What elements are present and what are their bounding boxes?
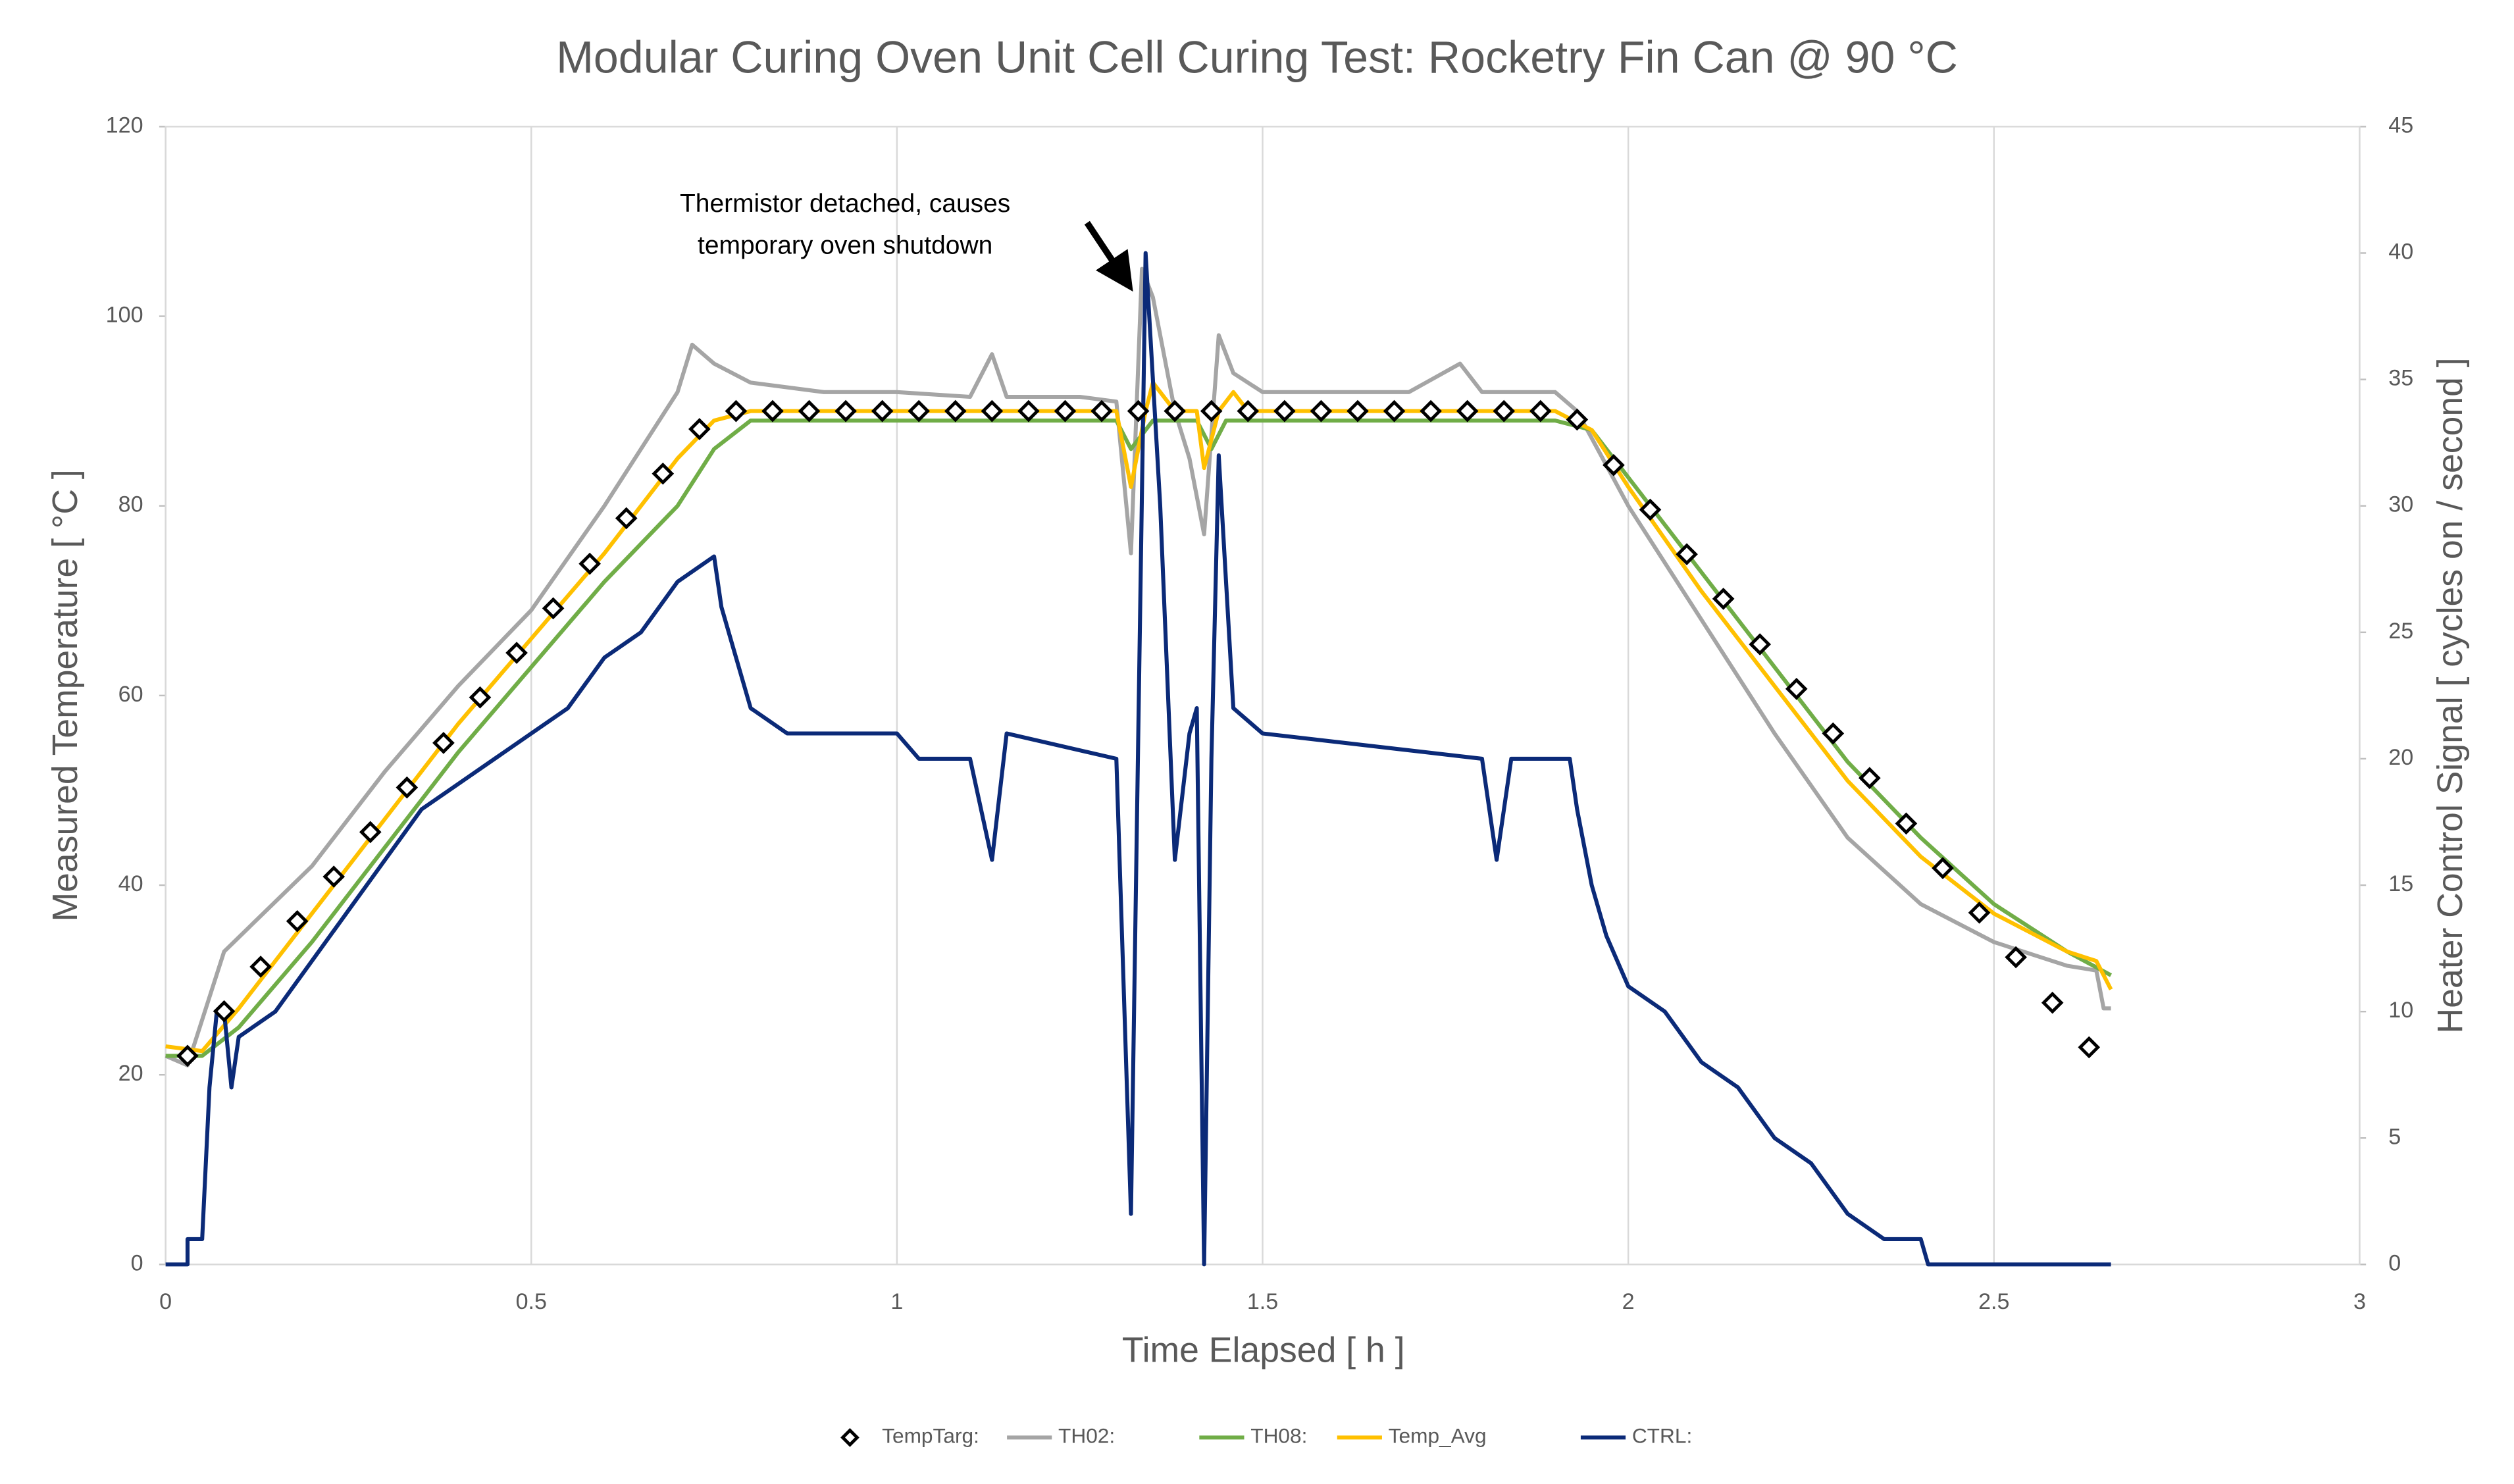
data-marker <box>432 732 455 754</box>
x-tick-label: 0.5 <box>516 1289 547 1314</box>
data-marker <box>798 399 821 422</box>
data-marker <box>615 507 638 530</box>
y2-axis-title: Heater Control Signal [ cycles on / seco… <box>2431 357 2470 1033</box>
data-marker <box>725 399 748 422</box>
data-marker <box>1749 633 1772 655</box>
data-marker <box>1127 399 1150 422</box>
y2-tick-label: 45 <box>2388 113 2413 138</box>
data-marker <box>1676 543 1698 566</box>
data-marker <box>1822 722 1845 745</box>
data-marker <box>542 597 565 620</box>
data-marker <box>1493 399 1516 422</box>
x-tick-label: 1.5 <box>1247 1289 1278 1314</box>
annotation-arrow <box>1084 220 1133 292</box>
annotation: temporary oven shutdown <box>698 231 992 259</box>
data-marker <box>469 686 492 709</box>
y2-tick-label: 35 <box>2388 366 2413 391</box>
data-marker <box>505 642 528 664</box>
data-marker <box>2078 1036 2101 1059</box>
y-tick-label: 80 <box>118 492 143 517</box>
data-marker <box>1383 399 1406 422</box>
data-marker <box>981 399 1004 422</box>
data-marker <box>1968 901 1991 924</box>
x-axis-title: Time Elapsed [ h ] <box>1122 1331 1405 1369</box>
data-marker <box>1932 857 1954 879</box>
data-marker <box>1164 399 1187 422</box>
data-marker <box>249 956 272 978</box>
legend-label: TH08: <box>1250 1424 1307 1448</box>
data-marker <box>1200 399 1223 422</box>
data-marker <box>359 821 382 844</box>
data-marker <box>761 399 784 422</box>
data-marker <box>1420 399 1442 422</box>
data-marker <box>1529 399 1552 422</box>
data-marker <box>2005 946 2027 969</box>
data-marker <box>1054 399 1077 422</box>
y-tick-label: 120 <box>106 113 143 138</box>
data-marker <box>1273 399 1296 422</box>
data-marker <box>908 399 931 422</box>
y-tick-label: 60 <box>118 682 143 707</box>
y2-tick-label: 15 <box>2388 871 2413 896</box>
data-marker <box>1237 399 1260 422</box>
data-marker <box>578 552 601 575</box>
y2-tick-label: 30 <box>2388 492 2413 517</box>
x-tick-label: 2 <box>1622 1289 1635 1314</box>
x-tick-label: 3 <box>2353 1289 2366 1314</box>
data-marker <box>871 399 894 422</box>
annotation: Thermistor detached, causes <box>680 190 1010 218</box>
y2-tick-label: 40 <box>2388 239 2413 264</box>
data-marker <box>2041 991 2064 1014</box>
data-marker <box>1017 399 1040 422</box>
x-tick-label: 2.5 <box>1978 1289 2009 1314</box>
legend-label: Temp_Avg <box>1389 1424 1487 1448</box>
y2-tick-label: 5 <box>2388 1124 2401 1149</box>
data-marker <box>1712 588 1735 610</box>
plot-border <box>165 126 2361 1266</box>
data-marker <box>1859 767 1881 790</box>
y2-tick-label: 0 <box>2388 1250 2401 1275</box>
y2-tick-label: 20 <box>2388 745 2413 770</box>
data-marker <box>688 418 711 440</box>
data-marker <box>1456 399 1479 422</box>
data-marker <box>834 399 857 422</box>
data-marker <box>1895 812 1918 835</box>
data-marker <box>1639 498 1662 521</box>
legend-label: CTRL: <box>1632 1424 1692 1448</box>
series-line <box>165 267 2111 1067</box>
data-marker <box>322 865 346 888</box>
y-tick-label: 0 <box>131 1250 143 1275</box>
series-line <box>165 251 2111 1267</box>
data-marker <box>1566 408 1589 431</box>
data-marker <box>652 462 675 485</box>
data-marker <box>1310 399 1333 422</box>
y-axis-title: Measured Temperature [ °C ] <box>46 469 85 921</box>
data-marker <box>213 1000 236 1023</box>
data-marker <box>396 776 419 799</box>
y-tick-label: 40 <box>118 871 143 896</box>
data-marker <box>1603 453 1625 476</box>
data-marker <box>1347 399 1369 422</box>
chart-title: Modular Curing Oven Unit Cell Curing Tes… <box>556 33 1958 83</box>
y-tick-label: 100 <box>106 303 143 328</box>
data-marker <box>944 399 967 422</box>
x-tick-label: 0 <box>159 1289 172 1314</box>
y2-tick-label: 25 <box>2388 619 2413 644</box>
data-marker <box>1090 399 1113 422</box>
legend-label: TempTarg: <box>882 1424 979 1448</box>
legend-marker <box>840 1427 859 1447</box>
y-tick-label: 20 <box>118 1061 143 1086</box>
data-marker <box>176 1044 199 1067</box>
data-marker <box>286 909 309 933</box>
y2-tick-label: 10 <box>2388 998 2413 1023</box>
legend-label: TH02: <box>1058 1424 1115 1448</box>
data-marker <box>1785 677 1808 700</box>
x-tick-label: 1 <box>890 1289 903 1314</box>
